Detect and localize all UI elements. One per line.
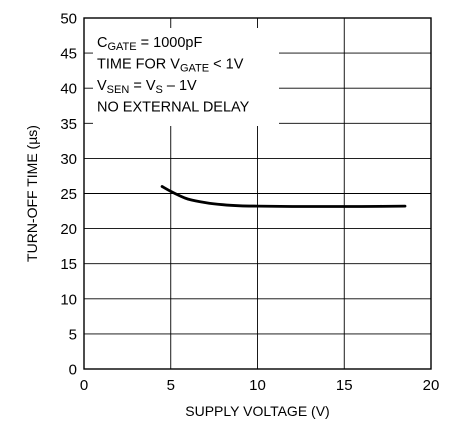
annotation-line: VSEN = VS – 1V	[97, 78, 197, 96]
annotation-subscript: SEN	[107, 84, 130, 96]
y-tick-label: 10	[60, 291, 77, 308]
annotation-text: – 1V	[163, 78, 197, 94]
annotation-text: TIME FOR V	[97, 57, 180, 73]
x-axis-title: SUPPLY VOLTAGE (V)	[185, 403, 329, 419]
annotation-text: = V	[129, 78, 156, 94]
tick-labels: 0 5 10 15 20 0 5 10 15 20 25 30 35 40 45 50	[60, 11, 439, 395]
y-tick-label: 50	[60, 11, 77, 28]
y-tick-label: 25	[60, 186, 77, 203]
x-tick-label: 10	[249, 377, 266, 394]
y-tick-label: 35	[60, 116, 77, 133]
y-tick-label: 5	[69, 326, 77, 343]
y-tick-label: 20	[60, 221, 77, 238]
annotation-background	[93, 28, 279, 126]
annotation-text: < 1V	[209, 57, 244, 73]
x-tick-label: 20	[423, 377, 440, 394]
y-tick-label: 45	[60, 46, 77, 63]
y-tick-label: 40	[60, 81, 77, 98]
series-line-turn-off-time	[160, 185, 407, 208]
annotation-subscript: GATE	[107, 41, 136, 53]
annotation-line: NO EXTERNAL DELAY	[97, 100, 250, 116]
y-tick-label: 30	[60, 151, 77, 168]
y-axis-title: TURN-OFF TIME (µs)	[24, 125, 40, 262]
annotation-subscript: S	[156, 84, 163, 96]
x-tick-label: 5	[167, 377, 175, 394]
annotation-line: TIME FOR VGATE < 1V	[97, 57, 244, 75]
x-tick-label: 15	[336, 377, 353, 394]
x-tick-label: 0	[80, 377, 88, 394]
plot-frame	[83, 17, 432, 370]
y-tick-label: 15	[60, 256, 77, 273]
annotation-text: C	[97, 35, 107, 51]
annotation-text: = 1000pF	[137, 35, 203, 51]
annotation-line: CGATE = 1000pF	[97, 35, 202, 53]
annotation-subscript: GATE	[180, 63, 209, 75]
annotation-text: V	[97, 78, 107, 94]
annotation-text: NO EXTERNAL DELAY	[97, 100, 250, 116]
y-tick-label: 0	[69, 362, 77, 379]
